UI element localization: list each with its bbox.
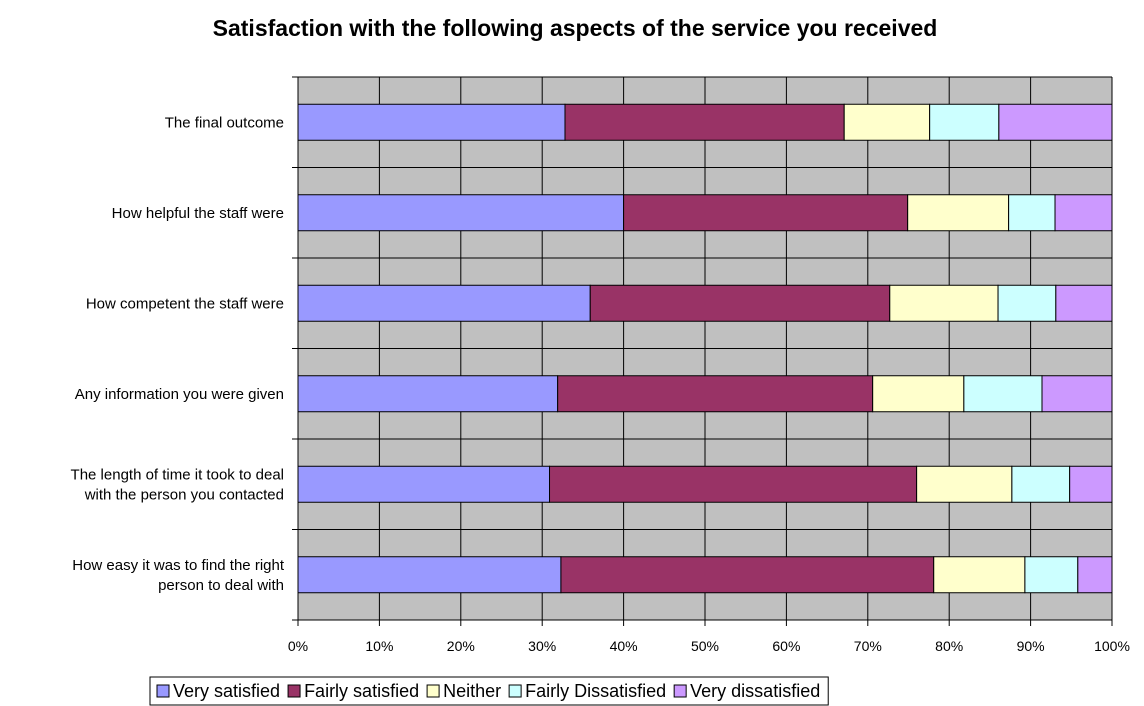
bar-segment-neither <box>889 284 999 322</box>
legend-label: Very dissatisfied <box>690 681 820 701</box>
x-axis-tick-labels: 0% 10% 20% 30% 40% 50% 60% 70% 80% 90% 100% <box>288 638 1130 654</box>
x-tick-label: 50% <box>691 638 719 654</box>
category-label: with the person you contacted <box>84 486 284 503</box>
bar-segment-very-dissatisfied <box>1069 465 1113 503</box>
bar-segment-fairly-dissatisfied <box>963 375 1043 413</box>
bar-segment-very-satisfied <box>297 556 562 594</box>
category-label: The length of time it took to deal <box>71 466 284 483</box>
bar-segment-fairly-satisfied <box>549 465 918 503</box>
legend-swatch <box>508 684 522 698</box>
bar-segment-very-dissatisfied <box>1041 375 1113 413</box>
bar-segment-fairly-dissatisfied <box>1024 556 1079 594</box>
x-tick-label: 10% <box>365 638 393 654</box>
bar-segment-fairly-dissatisfied <box>997 284 1057 322</box>
category-label: How easy it was to find the right <box>72 557 285 574</box>
bar-segment-neither <box>916 465 1013 503</box>
legend-swatch <box>673 684 687 698</box>
x-tick-label: 30% <box>528 638 556 654</box>
bar-segment-very-satisfied <box>297 284 591 322</box>
legend-swatch <box>287 684 301 698</box>
category-labels: The final outcome How helpful the staff w… <box>71 114 285 594</box>
legend-swatch <box>426 684 440 698</box>
legend-label: Very satisfied <box>173 681 280 701</box>
bar-segment-fairly-satisfied <box>623 194 909 232</box>
bars <box>297 103 1113 594</box>
x-tick-label: 100% <box>1094 638 1130 654</box>
x-tick-label: 90% <box>1017 638 1045 654</box>
bar-segment-very-satisfied <box>297 194 625 232</box>
legend-label: Fairly Dissatisfied <box>525 681 666 701</box>
bar-segment-fairly-satisfied <box>589 284 891 322</box>
bar-segment-very-dissatisfied <box>998 103 1113 141</box>
bar-segment-neither <box>907 194 1010 232</box>
bar-segment-fairly-satisfied <box>564 103 845 141</box>
category-label: Any information you were given <box>75 386 284 403</box>
legend: Very satisfied Fairly satisfied Neither Fai… <box>149 676 829 706</box>
bar-segment-neither <box>933 556 1026 594</box>
bar-segment-fairly-satisfied <box>557 375 874 413</box>
chart-title: Satisfaction with the following aspects … <box>213 15 938 41</box>
bar-segment-very-dissatisfied <box>1077 556 1113 594</box>
bar-segment-neither <box>872 375 965 413</box>
bar-segment-fairly-dissatisfied <box>929 103 1000 141</box>
bar-segment-fairly-dissatisfied <box>1008 194 1056 232</box>
x-tick-label: 70% <box>854 638 882 654</box>
bar-segment-very-satisfied <box>297 375 559 413</box>
legend-swatch <box>156 684 170 698</box>
x-tick-label: 20% <box>447 638 475 654</box>
bar-segment-fairly-dissatisfied <box>1011 465 1071 503</box>
bar-segment-neither <box>843 103 931 141</box>
bar-segment-very-satisfied <box>297 103 566 141</box>
bar-segment-fairly-satisfied <box>560 556 935 594</box>
category-label: How helpful the staff were <box>112 205 284 222</box>
legend-label: Neither <box>443 681 501 701</box>
bar-segment-very-satisfied <box>297 465 551 503</box>
x-tick-label: 0% <box>288 638 308 654</box>
legend-box <box>149 676 829 706</box>
legend-label: Fairly satisfied <box>304 681 419 701</box>
bar-segment-very-dissatisfied <box>1054 194 1113 232</box>
x-tick-label: 80% <box>935 638 963 654</box>
x-tick-label: 40% <box>610 638 638 654</box>
bar-segment-very-dissatisfied <box>1055 284 1113 322</box>
category-label: person to deal with <box>158 577 284 594</box>
axes <box>292 76 1113 626</box>
x-tick-label: 60% <box>772 638 800 654</box>
category-label: How competent the staff were <box>86 295 284 312</box>
category-label: The final outcome <box>165 114 284 131</box>
